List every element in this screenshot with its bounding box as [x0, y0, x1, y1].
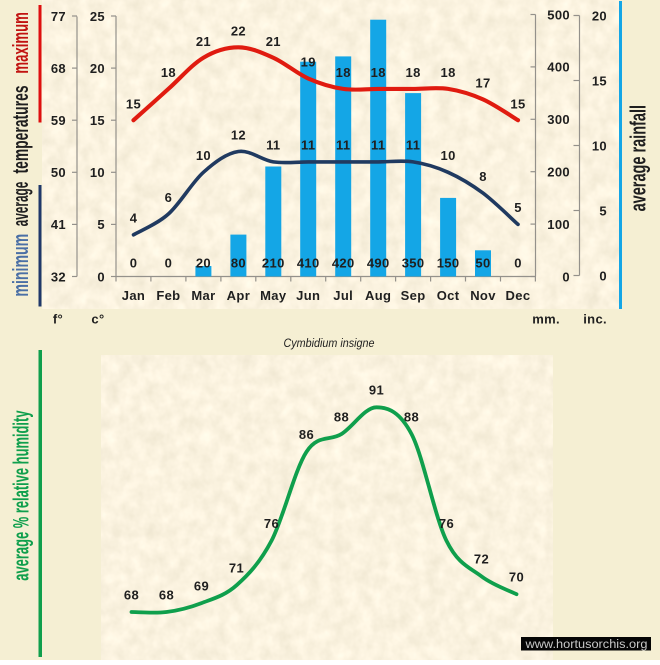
svg-text:210: 210 [262, 255, 285, 270]
svg-text:22: 22 [231, 24, 246, 39]
svg-text:Oct: Oct [437, 288, 460, 303]
svg-text:88: 88 [404, 409, 419, 424]
svg-text:Mar: Mar [191, 288, 215, 303]
svg-text:18: 18 [406, 65, 421, 80]
svg-text:www.hortusorchis.org: www.hortusorchis.org [524, 637, 647, 651]
svg-text:temperatures: temperatures [8, 85, 33, 173]
svg-text:Feb: Feb [156, 288, 180, 303]
svg-text:5: 5 [514, 200, 522, 215]
svg-text:Jul: Jul [333, 288, 353, 303]
svg-text:Nov: Nov [470, 288, 496, 303]
svg-text:11: 11 [336, 138, 350, 153]
svg-text:50: 50 [51, 165, 66, 180]
svg-text:18: 18 [441, 65, 456, 80]
svg-text:Aug: Aug [365, 288, 391, 303]
svg-text:70: 70 [509, 570, 524, 585]
svg-text:150: 150 [437, 255, 460, 270]
svg-text:8: 8 [479, 169, 487, 184]
svg-text:18: 18 [161, 65, 176, 80]
svg-text:410: 410 [297, 255, 320, 270]
svg-text:18: 18 [336, 65, 351, 80]
svg-text:0: 0 [599, 268, 607, 283]
svg-text:17: 17 [475, 76, 490, 91]
svg-text:68: 68 [124, 587, 139, 602]
svg-text:0: 0 [97, 269, 105, 284]
svg-text:72: 72 [474, 552, 489, 567]
svg-text:f°: f° [53, 311, 63, 326]
svg-text:10: 10 [441, 148, 456, 163]
svg-text:May: May [260, 288, 287, 303]
svg-text:59: 59 [51, 113, 66, 128]
svg-text:5: 5 [599, 203, 607, 218]
svg-text:average rainfall: average rainfall [625, 105, 650, 211]
svg-text:25: 25 [90, 9, 105, 24]
svg-text:11: 11 [266, 138, 280, 153]
svg-text:10: 10 [90, 165, 105, 180]
svg-text:c°: c° [91, 311, 104, 326]
svg-text:76: 76 [264, 516, 279, 531]
svg-text:average % relative humidity: average % relative humidity [8, 410, 33, 581]
svg-text:41: 41 [51, 217, 66, 232]
svg-text:15: 15 [90, 113, 105, 128]
svg-text:10: 10 [592, 138, 607, 153]
svg-text:11: 11 [406, 138, 420, 153]
svg-text:0: 0 [514, 255, 522, 270]
svg-text:Jan: Jan [122, 288, 145, 303]
svg-text:71: 71 [229, 561, 244, 576]
svg-text:Apr: Apr [227, 288, 250, 303]
svg-text:15: 15 [510, 96, 525, 111]
svg-text:0: 0 [165, 255, 173, 270]
svg-text:20: 20 [592, 8, 607, 23]
svg-text:420: 420 [332, 255, 355, 270]
svg-text:12: 12 [231, 127, 246, 142]
svg-text:490: 490 [367, 255, 390, 270]
svg-text:20: 20 [90, 61, 105, 76]
svg-text:77: 77 [51, 9, 66, 24]
svg-text:500: 500 [547, 7, 570, 22]
svg-text:69: 69 [194, 578, 209, 593]
svg-text:20: 20 [196, 255, 211, 270]
svg-text:Sep: Sep [401, 288, 426, 303]
svg-text:inc.: inc. [583, 311, 607, 326]
svg-text:minimum: minimum [8, 234, 33, 297]
svg-text:32: 32 [51, 269, 66, 284]
svg-text:76: 76 [439, 516, 454, 531]
svg-text:4: 4 [130, 211, 138, 226]
svg-text:Dec: Dec [506, 288, 531, 303]
svg-text:68: 68 [51, 61, 66, 76]
svg-text:10: 10 [196, 148, 211, 163]
svg-text:maximum: maximum [8, 12, 33, 73]
svg-text:91: 91 [369, 383, 384, 398]
svg-text:50: 50 [475, 255, 490, 270]
svg-text:19: 19 [301, 55, 316, 70]
svg-text:21: 21 [196, 34, 211, 49]
svg-text:200: 200 [547, 165, 570, 180]
svg-text:15: 15 [126, 96, 141, 111]
svg-text:Jun: Jun [296, 288, 320, 303]
svg-text:15: 15 [592, 73, 607, 88]
svg-text:6: 6 [165, 190, 173, 205]
svg-text:Cymbidium insigne: Cymbidium insigne [284, 338, 375, 350]
svg-text:21: 21 [266, 34, 281, 49]
svg-text:68: 68 [159, 587, 174, 602]
svg-text:100: 100 [547, 217, 570, 232]
svg-text:18: 18 [371, 65, 386, 80]
svg-text:11: 11 [301, 138, 315, 153]
svg-text:88: 88 [334, 409, 349, 424]
svg-text:5: 5 [97, 217, 105, 232]
svg-text:350: 350 [402, 255, 425, 270]
svg-text:mm.: mm. [532, 311, 560, 326]
svg-text:300: 300 [547, 112, 570, 127]
svg-text:80: 80 [231, 255, 246, 270]
svg-text:11: 11 [371, 138, 385, 153]
svg-text:86: 86 [299, 427, 314, 442]
svg-text:0: 0 [562, 269, 570, 284]
svg-text:average: average [8, 182, 33, 227]
svg-text:0: 0 [130, 255, 138, 270]
svg-text:400: 400 [547, 60, 570, 75]
